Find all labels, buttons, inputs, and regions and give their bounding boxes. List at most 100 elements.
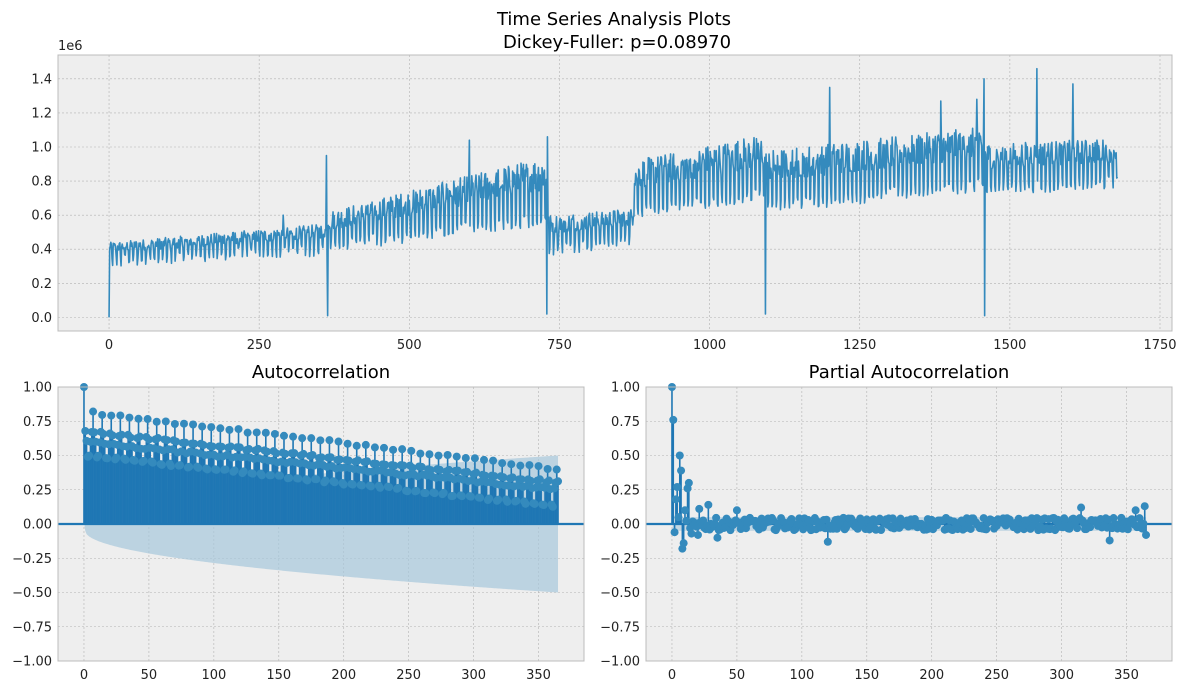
acf-marker bbox=[125, 413, 134, 422]
acf-marker bbox=[543, 464, 552, 473]
x-tick-label: 500 bbox=[397, 338, 422, 353]
pacf-axes: 0 50 100 150 200 250 300 350 −1.00 −0.75 −0.50 −0.2… bbox=[600, 362, 1173, 684]
acf-marker bbox=[425, 450, 434, 459]
pacf-marker bbox=[674, 513, 683, 522]
acf-marker bbox=[317, 453, 326, 462]
acf-marker bbox=[90, 428, 99, 437]
plot-background bbox=[58, 55, 1172, 331]
pacf-markers bbox=[667, 383, 1151, 553]
acf-marker bbox=[467, 492, 476, 501]
acf-marker bbox=[352, 441, 361, 450]
y-tick-label: −0.25 bbox=[600, 552, 640, 567]
acf-marker bbox=[498, 459, 507, 468]
acf-marker bbox=[194, 463, 203, 472]
acf-marker bbox=[479, 455, 488, 464]
x-tick-label: 200 bbox=[919, 668, 944, 683]
pacf-marker bbox=[1073, 524, 1082, 533]
y-tick-label: −0.25 bbox=[12, 552, 52, 567]
y-tick-label: 1.0 bbox=[31, 141, 52, 156]
pacf-marker bbox=[673, 483, 682, 492]
acf-marker bbox=[517, 475, 526, 484]
acf-marker bbox=[548, 502, 557, 511]
acf-marker bbox=[207, 423, 216, 432]
y-offset-label: 1e6 bbox=[58, 39, 83, 54]
y-tick-label: −0.75 bbox=[12, 620, 52, 635]
acf-marker bbox=[234, 425, 243, 434]
acf-marker bbox=[85, 451, 94, 460]
acf-marker bbox=[490, 472, 499, 481]
acf-marker bbox=[526, 476, 535, 485]
pacf-marker bbox=[679, 539, 688, 548]
y-tick-label: 0.50 bbox=[611, 449, 640, 464]
pacf-marker bbox=[1109, 514, 1118, 523]
acf-marker bbox=[525, 461, 534, 470]
x-tick-label: 750 bbox=[547, 338, 572, 353]
acf-marker bbox=[81, 426, 90, 435]
pacf-marker bbox=[677, 466, 686, 475]
pacf-marker bbox=[704, 500, 713, 509]
acf-marker bbox=[381, 460, 390, 469]
acf-marker bbox=[544, 476, 553, 485]
x-tick-label: 300 bbox=[1049, 668, 1074, 683]
acf-marker bbox=[357, 481, 366, 490]
pacf-marker bbox=[675, 451, 684, 460]
acf-marker bbox=[263, 447, 272, 456]
acf-marker bbox=[472, 468, 481, 477]
acf-marker bbox=[398, 445, 407, 454]
y-tick-label: −0.75 bbox=[600, 620, 640, 635]
pacf-marker bbox=[680, 506, 689, 515]
acf-marker bbox=[143, 415, 152, 424]
acf-marker bbox=[212, 465, 221, 474]
acf-marker bbox=[339, 480, 348, 489]
axes-frame bbox=[57, 386, 585, 662]
pacf-marker bbox=[877, 525, 886, 534]
acf-marker bbox=[312, 475, 321, 484]
acf-marker bbox=[521, 499, 530, 508]
acf-marker bbox=[470, 454, 479, 463]
acf-marker bbox=[389, 445, 398, 454]
acf-markers bbox=[79, 383, 563, 511]
y-tick-label: 1.00 bbox=[611, 381, 640, 396]
y-tick-label: 0.0 bbox=[31, 311, 52, 326]
pacf-marker bbox=[713, 533, 722, 542]
pacf-marker bbox=[966, 524, 975, 533]
time-series-axes: 0 250 500 750 1000 1250 1500 1750 0.0 0.2 0.4 0.6 0.… bbox=[31, 39, 1176, 353]
acf-marker bbox=[216, 424, 225, 433]
acf-marker bbox=[276, 471, 285, 480]
pacf-marker bbox=[670, 528, 679, 537]
pacf-marker bbox=[982, 525, 991, 534]
acf-marker bbox=[372, 459, 381, 468]
acf-marker bbox=[135, 432, 144, 441]
acf-marker bbox=[161, 417, 170, 426]
pacf-marker bbox=[822, 515, 831, 524]
pacf-marker bbox=[712, 513, 721, 522]
figure-title-line1: Time Series Analysis Plots bbox=[496, 9, 731, 30]
acf-marker bbox=[421, 489, 430, 498]
pacf-marker bbox=[732, 506, 741, 515]
acf-marker bbox=[217, 442, 226, 451]
acf-marker bbox=[403, 487, 412, 496]
acf-marker bbox=[261, 428, 270, 437]
acf-marker bbox=[552, 465, 561, 474]
acf-marker bbox=[103, 454, 112, 463]
x-tick-label: 0 bbox=[668, 668, 676, 683]
acf-marker bbox=[307, 434, 316, 443]
acf-marker bbox=[112, 453, 121, 462]
x-tick-label: 1500 bbox=[993, 338, 1026, 353]
acf-marker bbox=[426, 466, 435, 475]
acf-marker bbox=[348, 480, 357, 489]
acf-marker bbox=[225, 425, 234, 434]
acf-marker bbox=[399, 461, 408, 470]
x-tick-label: 150 bbox=[854, 668, 879, 683]
acf-marker bbox=[530, 499, 539, 508]
acf-marker bbox=[516, 461, 525, 470]
acf-marker bbox=[430, 489, 439, 498]
pacf-marker bbox=[1142, 530, 1151, 539]
acf-marker bbox=[185, 462, 194, 471]
pacf-marker bbox=[1105, 536, 1114, 545]
acf-marker bbox=[308, 451, 317, 460]
tick-labels: 0 50 100 150 200 250 300 350 −1.00 −0.75 −0.50 −0.2… bbox=[600, 381, 1139, 684]
acf-marker bbox=[354, 456, 363, 465]
y-tick-label: 0.25 bbox=[611, 483, 640, 498]
acf-marker bbox=[272, 449, 281, 458]
